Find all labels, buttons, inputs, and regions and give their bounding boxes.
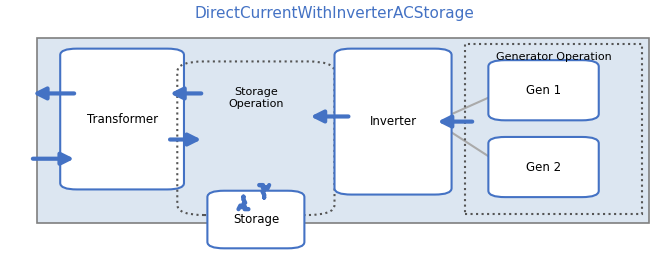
- Text: Transformer: Transformer: [86, 113, 158, 125]
- Text: Gen 1: Gen 1: [526, 84, 561, 97]
- Text: Storage
Operation: Storage Operation: [229, 87, 284, 109]
- FancyBboxPatch shape: [207, 191, 304, 248]
- FancyBboxPatch shape: [37, 38, 649, 223]
- Text: Inverter: Inverter: [369, 115, 417, 128]
- FancyBboxPatch shape: [60, 49, 184, 189]
- Text: Storage: Storage: [233, 213, 279, 226]
- Text: Gen 2: Gen 2: [526, 161, 561, 174]
- FancyBboxPatch shape: [488, 137, 599, 197]
- FancyBboxPatch shape: [334, 49, 452, 195]
- Text: Generator Operation: Generator Operation: [496, 52, 612, 62]
- FancyBboxPatch shape: [488, 60, 599, 120]
- Text: DirectCurrentWithInverterACStorage: DirectCurrentWithInverterACStorage: [195, 6, 474, 22]
